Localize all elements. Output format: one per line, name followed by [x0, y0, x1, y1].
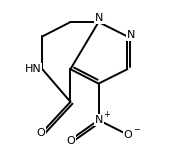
- Text: N: N: [95, 13, 104, 23]
- Text: N: N: [95, 115, 103, 125]
- Text: +: +: [103, 110, 110, 119]
- Text: −: −: [133, 125, 140, 134]
- Text: HN: HN: [25, 64, 42, 74]
- Text: O: O: [124, 130, 133, 140]
- Text: O: O: [66, 136, 75, 146]
- Text: O: O: [36, 128, 45, 138]
- Text: N: N: [127, 30, 135, 40]
